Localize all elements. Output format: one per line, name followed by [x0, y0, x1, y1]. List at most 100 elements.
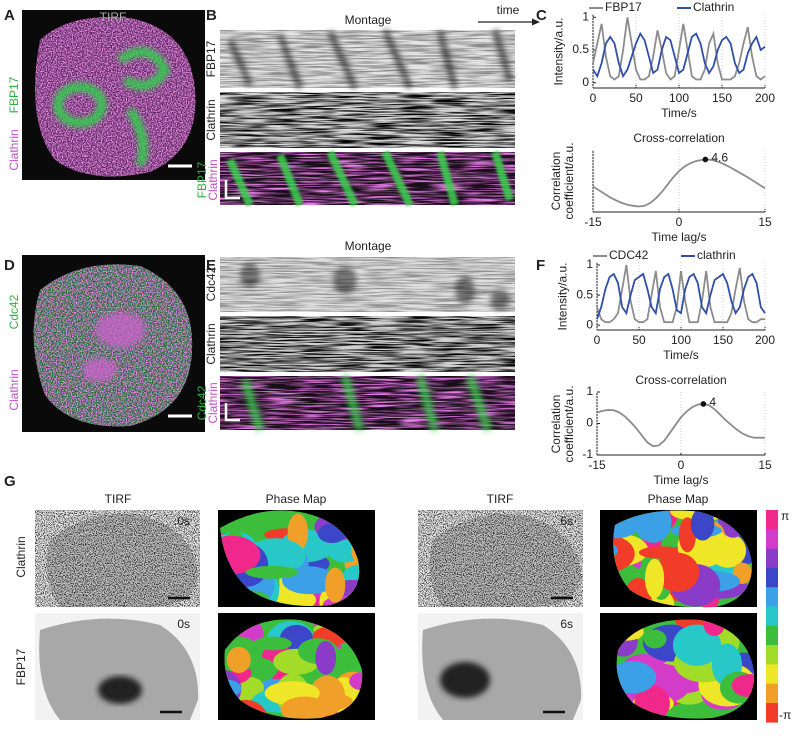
- y-tick-label: 1: [582, 9, 589, 23]
- x-tick-label: 15: [758, 215, 772, 229]
- colorbar-label: π: [781, 509, 789, 523]
- panel-letter: B: [206, 7, 217, 24]
- x-tick-label: 200: [755, 333, 775, 347]
- phase-panels: [35, 510, 757, 720]
- x-tick-label: -15: [584, 215, 602, 229]
- colorbar-segment: [766, 664, 778, 684]
- cell: [35, 16, 196, 177]
- colorbar-segment: [766, 645, 778, 665]
- phase-patch: [643, 629, 667, 649]
- phase-patch: [655, 552, 700, 593]
- colorbar-segment: [766, 529, 778, 549]
- y-tick-label: 0.5: [576, 287, 593, 301]
- phase-patch: [731, 674, 755, 698]
- time-arrow: [478, 18, 540, 26]
- series-line: [592, 31, 766, 79]
- peak-marker: [702, 156, 709, 163]
- panel-letter: D: [4, 257, 15, 274]
- x-tick-label: 50: [632, 333, 646, 347]
- micrograph-d: [22, 255, 205, 432]
- timestamp: 6s: [560, 514, 573, 528]
- kymograph-e: [220, 257, 515, 432]
- phase-patch: [645, 558, 665, 599]
- colorbar-segment: [766, 703, 778, 723]
- panel-title: TIRF: [100, 10, 127, 24]
- phase-patch: [613, 535, 635, 573]
- x-tick-label: 150: [713, 333, 733, 347]
- phase-patch: [220, 535, 261, 575]
- channel-label: Cdc42: [7, 294, 21, 329]
- phase-patch: [280, 696, 330, 719]
- merge-label: Cdc42: [195, 385, 209, 420]
- x-tick-label: 0: [590, 91, 597, 105]
- x-tick-label: 0: [594, 333, 601, 347]
- panel-letter: C: [536, 7, 547, 24]
- legend-label: clathrin: [697, 248, 736, 262]
- series-line: [592, 17, 766, 81]
- x-tick-label: -15: [588, 458, 606, 472]
- phase-patch: [315, 640, 337, 675]
- merge-label: FBP17: [195, 161, 209, 198]
- x-axis-label: Time lag/s: [652, 230, 707, 244]
- colorbar-label: -π: [779, 708, 791, 722]
- row-label: Clathrin: [204, 323, 218, 364]
- phase-patch: [349, 672, 363, 691]
- y-axis-label: Correlation coefficient/a.u.: [549, 142, 576, 220]
- y-tick-label: 1: [586, 384, 593, 398]
- peak-label: 4.6: [711, 151, 728, 165]
- x-tick-label: 0: [676, 215, 683, 229]
- x-tick-label: 50: [629, 91, 643, 105]
- y-tick-label: 0: [582, 75, 589, 89]
- column-title: Phase Map: [648, 492, 709, 506]
- column-title: TIRF: [487, 492, 514, 506]
- y-axis-label: Correlation coefficient/a.u.: [549, 384, 576, 463]
- chart-title: Cross-correlation: [633, 131, 724, 145]
- y-tick-label: 0.5: [572, 42, 589, 56]
- x-tick-label: 15: [758, 458, 772, 472]
- scale-bar: [224, 180, 240, 200]
- peak-label: 4: [709, 395, 716, 409]
- phase-patch: [672, 624, 722, 666]
- legend-label: FBP17: [605, 0, 642, 14]
- panel-title: Montage: [345, 239, 392, 253]
- panel-title: Montage: [345, 13, 392, 27]
- arrow-label: time: [497, 3, 520, 17]
- scale-bar: [224, 403, 240, 422]
- x-axis-label: Time lag/s: [654, 473, 709, 487]
- panel-letter: A: [4, 7, 15, 24]
- timestamp: 6s: [560, 617, 573, 631]
- row-label: Cdc42: [204, 266, 218, 301]
- colorbar-segment: [766, 606, 778, 627]
- phase-patch: [325, 567, 346, 603]
- series-line: [596, 264, 765, 324]
- y-tick-label: -1: [582, 447, 593, 461]
- y-axis-label: Intensity/a.u.: [555, 261, 570, 331]
- peak-marker: [700, 401, 707, 407]
- row-label: Clathrin: [14, 536, 28, 577]
- colorbar-segment: [766, 567, 778, 588]
- colorbar-segment: [766, 625, 778, 646]
- series-line: [592, 158, 766, 208]
- panel-letter: E: [206, 257, 216, 274]
- x-axis-label: Time/s: [661, 106, 697, 120]
- channel-label: Clathrin: [7, 369, 21, 410]
- column-title: TIRF: [105, 492, 132, 506]
- y-tick-label: 0: [586, 416, 593, 430]
- legend-label: CDC42: [609, 248, 649, 262]
- legend-label: Clathrin: [693, 0, 734, 14]
- y-axis-label: Intensity/a.u.: [551, 16, 566, 86]
- x-tick-label: 150: [712, 91, 732, 105]
- phase-patch: [674, 619, 710, 629]
- colorbar-segment: [766, 587, 778, 607]
- timestamp: 0s: [177, 514, 190, 528]
- panel-letter: G: [4, 473, 16, 490]
- row-label: Clathrin: [204, 99, 218, 140]
- x-tick-label: 100: [669, 91, 689, 105]
- channel-label: FBP17: [7, 76, 21, 113]
- series-line: [596, 403, 765, 448]
- y-tick-label: 1: [586, 257, 593, 271]
- colorbar-segment: [766, 510, 778, 530]
- phase-patch: [226, 646, 251, 674]
